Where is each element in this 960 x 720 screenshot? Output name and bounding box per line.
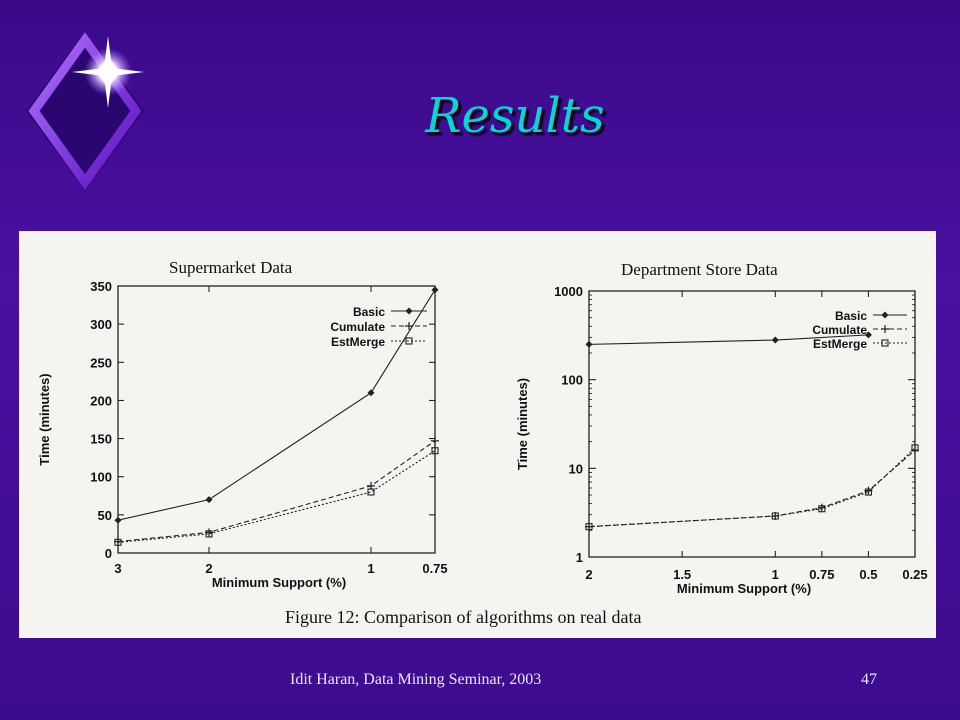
chart2-y-tick-label: 1: [576, 550, 583, 565]
chart2-point-estmerge: [585, 523, 593, 531]
chart2-legend-label-basic: Basic: [835, 309, 867, 323]
slide-title: Results: [425, 88, 605, 144]
chart1-y-tick-label: 50: [98, 508, 112, 523]
chart2-series-line-cumulate: [588, 449, 916, 528]
chart1-legend-label-cumulate: Cumulate: [330, 320, 385, 334]
chart2-y-tick-label: 1000: [554, 284, 583, 299]
chart1-y-tick-label: 150: [90, 432, 112, 447]
chart1-legend-label-basic: Basic: [353, 305, 385, 319]
chart2-legend-marker-estmerge: [881, 339, 889, 347]
chart1-series-line-basic: [117, 289, 436, 521]
chart1-point-estmerge: [431, 447, 439, 455]
chart2-point-estmerge: [864, 488, 872, 496]
chart2-point-estmerge: [771, 512, 779, 520]
chart1-series-line-estmerge: [117, 450, 436, 543]
chart1-legend-label-estmerge: EstMerge: [331, 335, 385, 349]
chart1-x-tick-label: 0.75: [422, 561, 447, 576]
chart1-point-basic: [367, 389, 375, 397]
chart2-point-estmerge: [911, 444, 919, 452]
chart2-x-tick-label: 0.25: [902, 567, 927, 582]
chart1-series-line-cumulate: [117, 440, 436, 543]
chart2-x-tick-label: 0.5: [859, 567, 877, 582]
chart1-y-tick-label: 100: [90, 470, 112, 485]
chart1-point-basic: [205, 496, 213, 504]
chart2-legend-label-estmerge: EstMerge: [813, 337, 867, 351]
chart1-legend-marker-cumulate: [405, 322, 413, 330]
chart1-y-axis-label: Time (minutes): [37, 373, 52, 465]
chart2-x-axis-label: Minimum Support (%): [677, 581, 811, 596]
figure-panel: Supermarket Data 0 50 100 150 200 250 300 350 3 2 1…: [19, 231, 936, 638]
chart2-legend-marker-cumulate: [881, 325, 889, 333]
chart1-point-cumulate: [431, 436, 439, 445]
page-number: 47: [861, 671, 877, 688]
chart2-series-line-estmerge: [588, 447, 916, 528]
chart1-point-estmerge: [205, 530, 213, 538]
chart2-plot-frame: [588, 290, 916, 558]
diamond-star-icon: [26, 32, 144, 190]
chart2-y-tick-label: 10: [569, 461, 583, 476]
chart2-point-basic: [585, 340, 593, 348]
chart2-x-tick-label: 1.5: [673, 567, 691, 582]
chart2-legend-marker-basic: [881, 311, 889, 319]
chart1-point-basic: [114, 516, 122, 524]
chart1-y-tick-label: 300: [90, 317, 112, 332]
figure-caption: Figure 12: Comparison of algorithms on r…: [285, 607, 641, 627]
chart1-point-estmerge: [367, 488, 375, 496]
chart2-y-axis-label: Time (minutes): [515, 378, 530, 470]
chart1-point-estmerge: [114, 538, 122, 546]
chart2-x-tick-label: 1: [772, 567, 779, 582]
chart1-title: Supermarket Data: [169, 258, 293, 277]
chart1-plot-frame: [117, 285, 436, 554]
chart2-y-tick-label: 100: [561, 373, 583, 388]
chart1-y-tick-label: 200: [90, 393, 112, 408]
chart2-point-estmerge: [818, 505, 826, 513]
footer-text: Idit Haran, Data Mining Seminar, 2003: [290, 671, 542, 688]
chart2-x-tick-label: 0.75: [809, 567, 834, 582]
chart1-y-tick-label: 0: [105, 546, 112, 561]
chart1-x-axis-label: Minimum Support (%): [212, 575, 346, 590]
chart1-legend-marker-estmerge: [405, 337, 413, 345]
chart2-legend-label-cumulate: Cumulate: [812, 323, 867, 337]
chart1-point-basic: [431, 286, 439, 294]
chart1-x-tick-label: 2: [205, 561, 212, 576]
chart2-title: Department Store Data: [621, 260, 778, 279]
chart1-x-tick-label: 3: [114, 561, 121, 576]
chart2-x-tick-label: 2: [585, 567, 592, 582]
chart2-point-basic: [771, 336, 779, 344]
chart2-point-basic: [864, 331, 872, 339]
chart1-legend-marker-basic: [405, 307, 413, 315]
chart1-y-tick-label: 250: [90, 355, 112, 370]
chart1-x-tick-label: 1: [367, 561, 374, 576]
chart1-y-tick-label: 350: [90, 279, 112, 294]
